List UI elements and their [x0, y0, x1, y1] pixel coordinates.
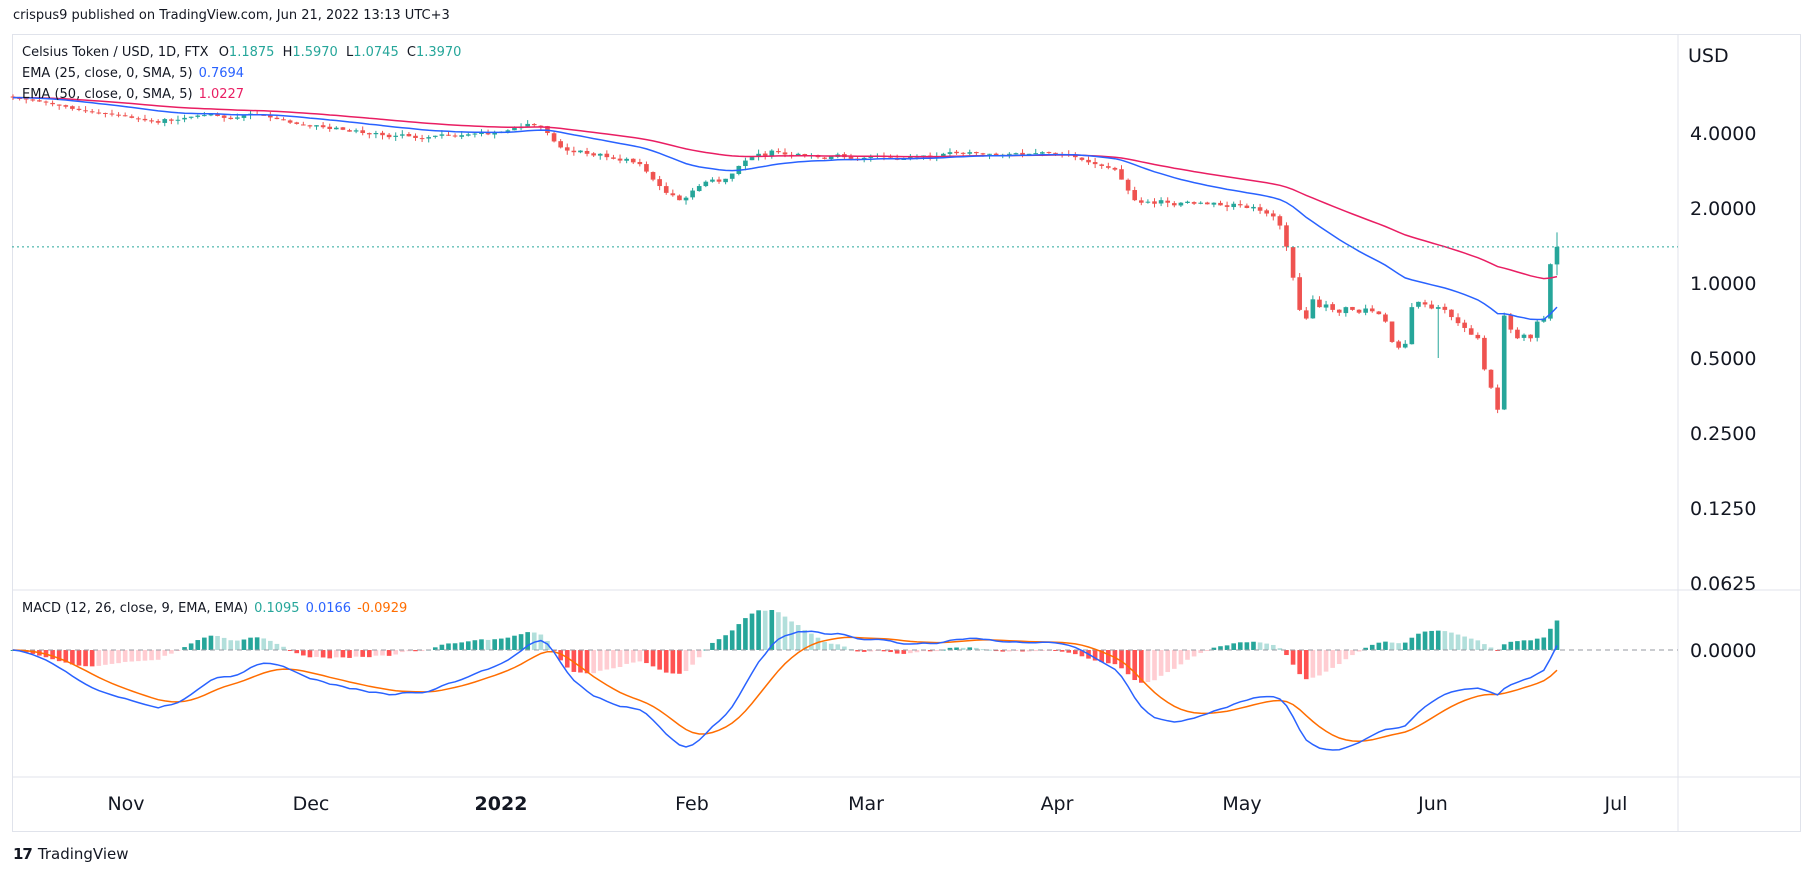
published-caption: crispus9 published on TradingView.com, J…	[13, 8, 450, 23]
symbol-title: Celsius Token / USD, 1D, FTX	[22, 45, 209, 60]
price-axis[interactable]: 4.0000 2.0000 1.0000 0.5000 0.2500 0.1250 0.06…	[1690, 123, 1756, 595]
time-tick: May	[1222, 793, 1261, 815]
ohlc-open-label: O	[218, 45, 229, 60]
macd-signal-value: -0.0929	[357, 601, 408, 616]
price-tick: 2.0000	[1690, 198, 1756, 220]
ohlc-low-label: L	[345, 45, 354, 60]
tradingview-brand: TradingView	[37, 845, 129, 863]
time-tick: Nov	[107, 793, 144, 815]
ohlc-close-value: 1.3970	[415, 45, 462, 60]
ohlc-open-value: 1.1875	[228, 45, 275, 60]
price-axis-currency: USD	[1688, 45, 1729, 67]
time-axis[interactable]: Nov Dec 2022 Feb Mar Apr May Jun Jul	[107, 793, 1627, 815]
ema25-line	[13, 96, 1558, 321]
price-tick: 4.0000	[1690, 123, 1756, 145]
time-tick: Dec	[293, 793, 330, 815]
macd-legend[interactable]: MACD (12, 26, close, 9, EMA, EMA) 0.1095 0…	[22, 600, 407, 618]
ema50-line	[13, 96, 1558, 280]
symbol-legend: Celsius Token / USD, 1D, FTX O1.1875 H1.…	[22, 44, 461, 62]
ema50-legend[interactable]: EMA (50, close, 0, SMA, 5) 1.0227	[22, 86, 244, 104]
macd-tick: 0.0000	[1690, 640, 1756, 662]
ohlc-high-label: H	[282, 45, 293, 60]
tradingview-footer[interactable]: 17 TradingView	[13, 845, 129, 863]
time-tick: Apr	[1041, 793, 1074, 815]
ema50-label: EMA (50, close, 0, SMA, 5)	[22, 87, 193, 102]
chart-frame	[12, 34, 1801, 832]
macd-histogram	[10, 610, 1560, 683]
macd-value: 0.0166	[305, 601, 352, 616]
price-tick: 0.0625	[1690, 573, 1756, 595]
macd-axis[interactable]: 0.0000	[1690, 640, 1756, 662]
macd-label: MACD (12, 26, close, 9, EMA, EMA)	[22, 601, 249, 616]
macd-signal-line	[12, 636, 1558, 743]
ohlc-close-label: C	[406, 45, 416, 60]
time-tick: Jul	[1604, 793, 1628, 815]
price-tick: 0.1250	[1690, 498, 1756, 520]
time-tick: 2022	[475, 793, 528, 815]
candlesticks	[10, 94, 1560, 414]
ohlc-high-value: 1.5970	[292, 45, 338, 60]
ohlc-low-value: 1.0745	[353, 45, 399, 60]
ema25-label: EMA (25, close, 0, SMA, 5)	[22, 66, 193, 81]
ema50-value: 1.0227	[198, 87, 245, 102]
price-tick: 1.0000	[1690, 273, 1756, 295]
ema25-value: 0.7694	[198, 66, 245, 81]
macd-line	[12, 630, 1558, 751]
price-tick: 0.5000	[1690, 348, 1756, 370]
time-tick: Mar	[848, 793, 884, 815]
price-tick: 0.2500	[1690, 423, 1756, 445]
tradingview-logo-icon: 17	[13, 845, 33, 863]
ema25-legend[interactable]: EMA (25, close, 0, SMA, 5) 0.7694	[22, 65, 244, 83]
macd-hist-value: 0.1095	[254, 601, 300, 616]
time-tick: Feb	[675, 793, 709, 815]
time-tick: Jun	[1417, 793, 1448, 815]
